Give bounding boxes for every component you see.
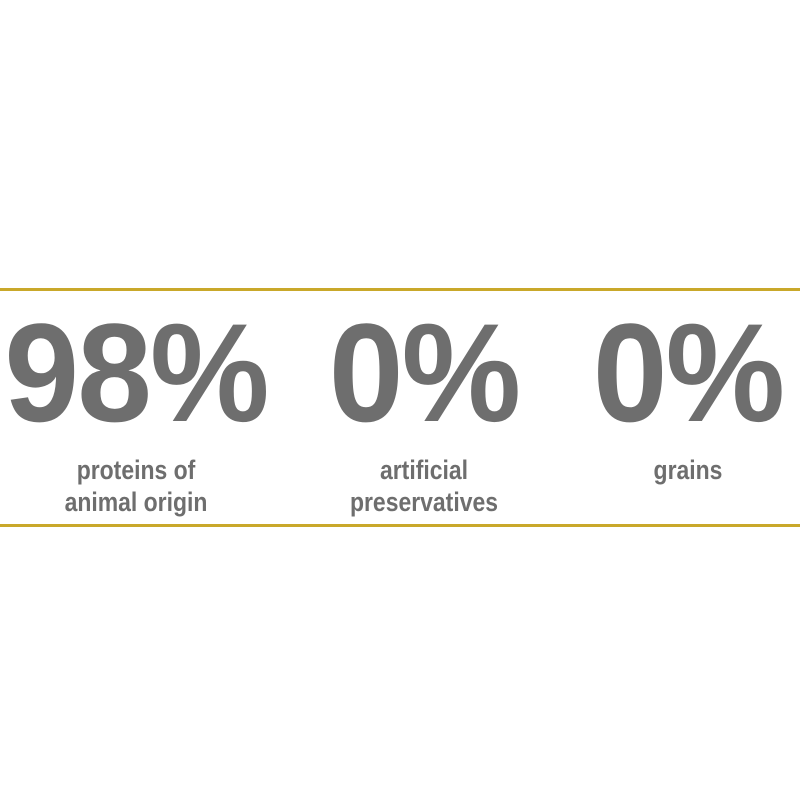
top-divider xyxy=(0,288,800,291)
stat-caption-line: animal origin xyxy=(64,487,208,517)
bottom-divider xyxy=(0,524,800,527)
stat-value: 98% xyxy=(4,294,269,451)
stat-value: 0% xyxy=(328,294,521,451)
stat-grains: 0% grains xyxy=(538,292,800,486)
stat-artificial-preservatives: 0% artificial preservatives xyxy=(274,292,574,518)
stat-caption-line: artificial xyxy=(379,455,469,485)
stat-animal-proteins: 98% proteins of animal origin xyxy=(0,292,286,518)
stat-caption-line: proteins of xyxy=(76,455,196,485)
stat-caption-line: preservatives xyxy=(349,487,499,517)
stat-value: 0% xyxy=(592,294,785,451)
stat-caption-line: grains xyxy=(653,455,723,485)
